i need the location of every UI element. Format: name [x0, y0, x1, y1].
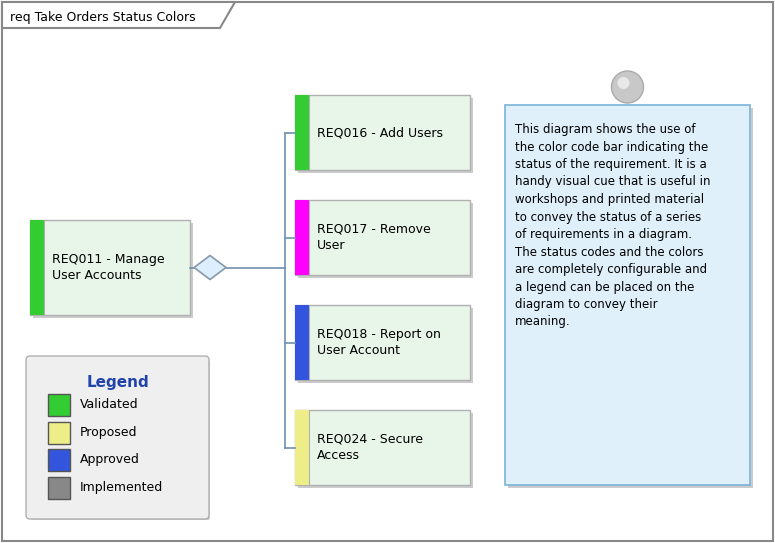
Text: REQ016 - Add Users: REQ016 - Add Users [317, 126, 443, 139]
FancyBboxPatch shape [505, 105, 750, 485]
FancyBboxPatch shape [295, 410, 309, 485]
FancyBboxPatch shape [30, 220, 190, 315]
FancyBboxPatch shape [295, 410, 470, 485]
FancyBboxPatch shape [48, 477, 70, 498]
Circle shape [611, 71, 643, 103]
Text: Validated: Validated [80, 399, 139, 412]
FancyBboxPatch shape [26, 356, 209, 519]
Text: REQ024 - Secure
Access: REQ024 - Secure Access [317, 433, 423, 462]
Text: REQ017 - Remove
User: REQ017 - Remove User [317, 223, 431, 252]
Text: Proposed: Proposed [80, 426, 137, 439]
Circle shape [618, 77, 629, 89]
Text: Implemented: Implemented [80, 481, 164, 494]
FancyBboxPatch shape [295, 305, 470, 380]
FancyBboxPatch shape [48, 421, 70, 444]
FancyBboxPatch shape [30, 220, 44, 315]
FancyBboxPatch shape [298, 98, 473, 173]
Text: Approved: Approved [80, 453, 140, 466]
Text: REQ018 - Report on
User Account: REQ018 - Report on User Account [317, 328, 441, 357]
FancyBboxPatch shape [295, 200, 470, 275]
FancyBboxPatch shape [295, 95, 470, 170]
FancyBboxPatch shape [295, 305, 309, 380]
Text: req Take Orders Status Colors: req Take Orders Status Colors [10, 11, 195, 24]
FancyBboxPatch shape [48, 449, 70, 471]
FancyBboxPatch shape [295, 200, 309, 275]
FancyBboxPatch shape [33, 223, 193, 318]
Polygon shape [194, 256, 226, 280]
FancyBboxPatch shape [295, 95, 309, 170]
Polygon shape [2, 2, 235, 28]
FancyBboxPatch shape [508, 108, 753, 488]
FancyBboxPatch shape [298, 308, 473, 383]
FancyBboxPatch shape [48, 394, 70, 416]
FancyBboxPatch shape [298, 203, 473, 278]
Text: This diagram shows the use of
the color code bar indicating the
status of the re: This diagram shows the use of the color … [515, 123, 711, 329]
Text: REQ011 - Manage
User Accounts: REQ011 - Manage User Accounts [52, 253, 164, 282]
FancyBboxPatch shape [298, 413, 473, 488]
FancyBboxPatch shape [31, 361, 210, 520]
Text: Legend: Legend [86, 375, 149, 389]
